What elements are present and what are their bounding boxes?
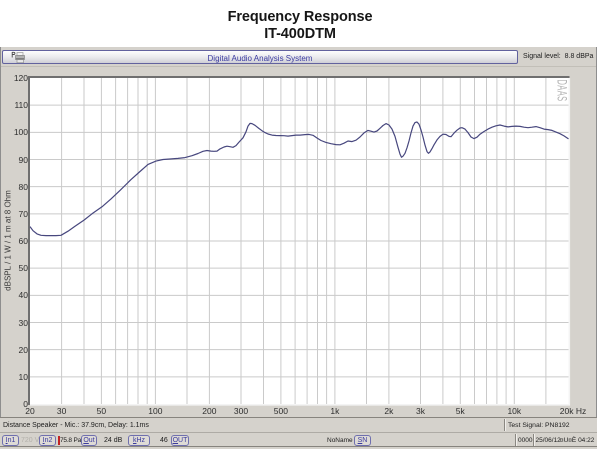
svg-text:DAAS: DAAS	[554, 80, 569, 102]
